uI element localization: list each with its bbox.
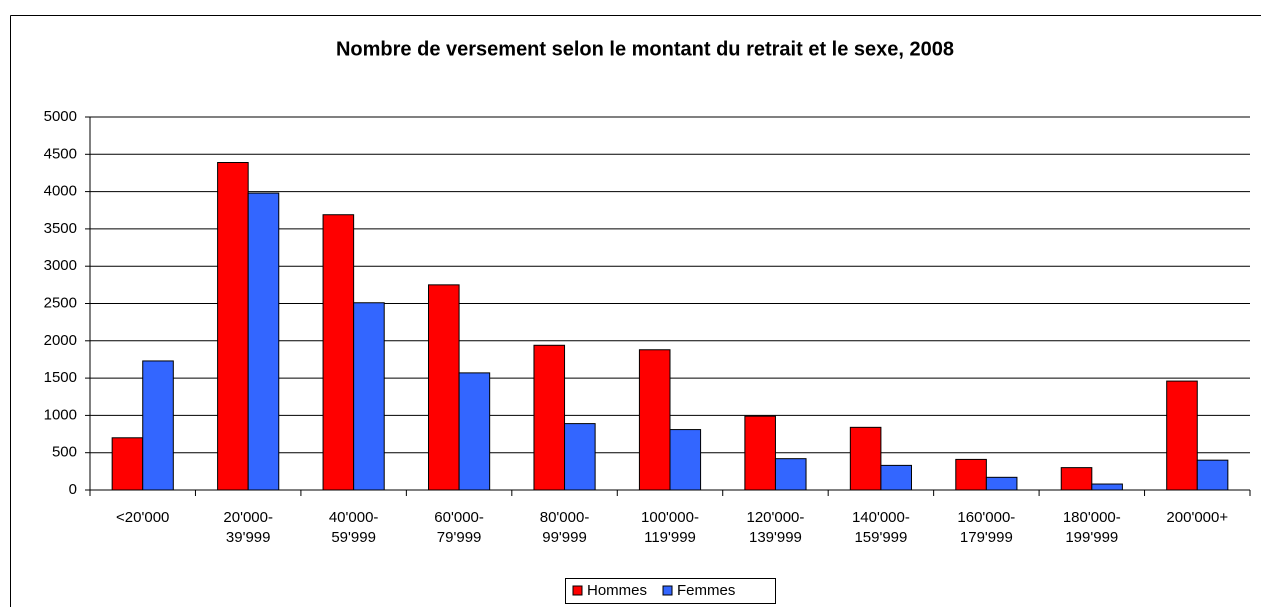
bar [638,349,671,491]
x-tick-label: 180'000- [1063,509,1121,526]
y-tick-label: 2000 [44,332,77,349]
x-tick-label: <20'000 [116,509,169,526]
x-tick-label: 200'000+ [1166,509,1228,526]
bar [322,214,355,491]
x-tick-label: 99'999 [542,529,587,546]
x-tick-label: 40'000- [329,509,379,526]
bar [142,360,174,491]
bar [774,458,807,491]
y-tick-label: 0 [69,481,77,498]
bar [849,426,882,491]
x-tick-label: 160'000- [957,509,1015,526]
bar [669,429,702,491]
x-tick-label: 199'999 [1065,529,1118,546]
bar [744,415,776,491]
bar [985,476,1018,491]
bar [1166,380,1198,491]
bar [955,458,987,491]
bar [1196,459,1229,491]
legend-swatch [662,585,673,596]
x-tick-label: 39'999 [226,529,271,546]
y-tick-label: 4000 [44,183,77,200]
legend-label: Hommes [587,582,647,599]
x-tick-label: 179'999 [960,529,1013,546]
y-tick-label: 1000 [44,406,77,423]
bar [458,372,491,491]
bar [217,162,249,491]
bar [533,344,566,491]
y-tick-label: 3000 [44,257,77,274]
y-tick-label: 5000 [44,108,77,125]
bar [1060,467,1093,491]
legend-swatch [572,585,583,596]
bar [353,302,385,491]
x-tick-label: 120'000- [746,509,804,526]
chart-title: Nombre de versement selon le montant du … [336,38,954,60]
legend-label: Femmes [677,582,735,599]
x-tick-label: 59'999 [331,529,376,546]
y-tick-label: 4500 [44,145,77,162]
x-tick-label: 140'000- [852,509,910,526]
x-tick-label: 100'000- [641,509,699,526]
bar [428,284,460,491]
y-tick-label: 500 [52,444,77,461]
x-tick-label: 20'000- [223,509,273,526]
x-tick-label: 60'000- [434,509,484,526]
bar [880,464,912,491]
x-tick-label: 79'999 [437,529,482,546]
bar [564,423,596,491]
x-tick-label: 119'999 [644,529,696,546]
y-tick-label: 1500 [44,369,77,386]
bar [111,437,144,491]
x-tick-label: 159'999 [854,529,907,546]
y-tick-label: 3500 [44,220,77,237]
bar [1091,483,1123,491]
y-tick-label: 2500 [44,294,77,311]
x-tick-label: 139'999 [749,529,802,546]
bar [247,192,280,491]
x-tick-label: 80'000- [540,509,590,526]
